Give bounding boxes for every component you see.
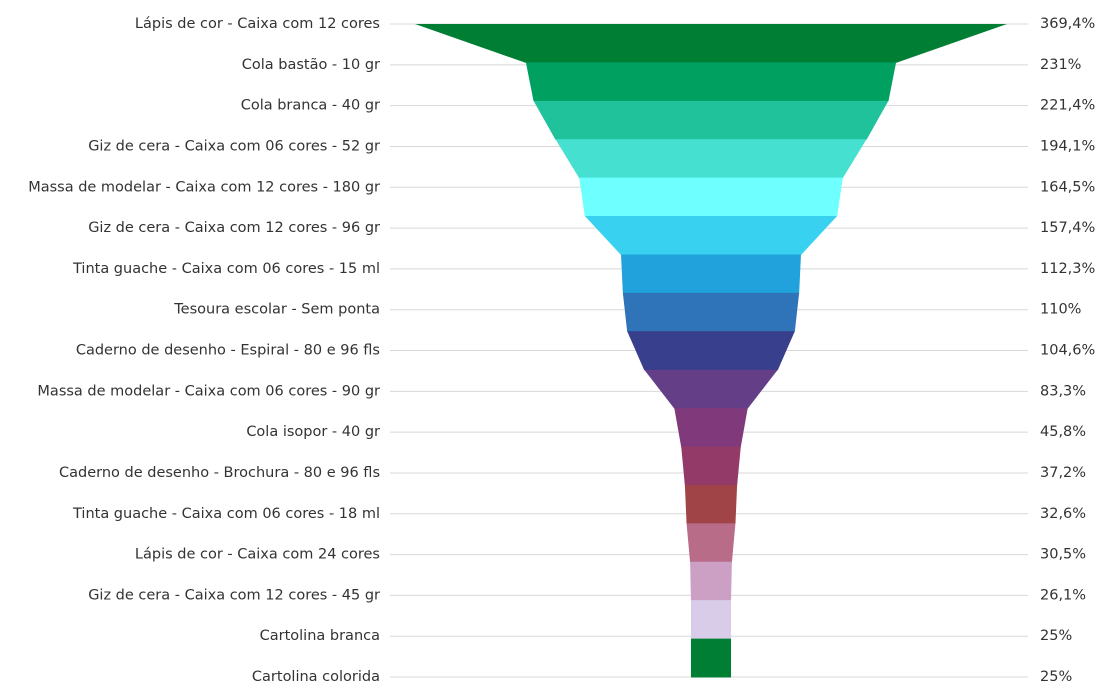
- funnel-segment: [621, 254, 801, 294]
- category-label: Cartolina colorida: [252, 669, 380, 684]
- category-label: Caderno de desenho - Espiral - 80 e 96 f…: [76, 343, 380, 359]
- value-label: 26,1%: [1040, 587, 1086, 603]
- funnel-segment: [627, 331, 795, 371]
- value-label: 231%: [1040, 57, 1081, 73]
- funnel-segment: [674, 408, 748, 448]
- category-label: Cola branca - 40 gr: [241, 98, 380, 114]
- category-label: Cola isopor - 40 gr: [246, 424, 380, 440]
- funnel-segment: [622, 292, 800, 332]
- category-label: Massa de modelar - Caixa com 12 cores - …: [28, 179, 380, 195]
- funnel-segment: [525, 62, 897, 102]
- funnel-segment: [686, 523, 736, 563]
- funnel-segment: [690, 600, 732, 640]
- category-label: Massa de modelar - Caixa com 06 cores - …: [37, 383, 380, 399]
- value-label: 45,8%: [1040, 424, 1086, 440]
- category-label: Cartolina branca: [260, 628, 380, 644]
- funnel-segment: [644, 369, 778, 409]
- category-label: Caderno de desenho - Brochura - 80 e 96 …: [59, 465, 380, 481]
- category-label: Giz de cera - Caixa com 12 cores - 96 gr: [88, 220, 380, 236]
- value-label: 112,3%: [1040, 261, 1095, 277]
- category-label: Giz de cera - Caixa com 12 cores - 45 gr: [88, 587, 380, 603]
- value-label: 194,1%: [1040, 138, 1095, 154]
- funnel-segment: [690, 638, 732, 678]
- value-label: 25%: [1040, 669, 1072, 684]
- funnel-segment: [690, 561, 732, 601]
- category-label: Cola bastão - 10 gr: [242, 57, 380, 73]
- funnel-segment: [555, 139, 867, 179]
- value-label: 221,4%: [1040, 98, 1095, 114]
- value-label: 30,5%: [1040, 547, 1086, 563]
- funnel-segment: [415, 24, 1007, 63]
- category-label: Lápis de cor - Caixa com 12 cores: [135, 16, 380, 32]
- category-label: Tesoura escolar - Sem ponta: [173, 302, 380, 318]
- funnel-segment: [533, 100, 889, 140]
- value-label: 25%: [1040, 628, 1072, 644]
- funnel-segment: [584, 216, 838, 255]
- category-label: Giz de cera - Caixa com 06 cores - 52 gr: [88, 138, 380, 154]
- value-label: 164,5%: [1040, 179, 1095, 195]
- category-label: Tinta guache - Caixa com 06 cores - 18 m…: [72, 506, 380, 522]
- value-label: 37,2%: [1040, 465, 1086, 481]
- value-label: 104,6%: [1040, 343, 1095, 359]
- value-label: 369,4%: [1040, 16, 1095, 32]
- category-label: Lápis de cor - Caixa com 24 cores: [135, 547, 380, 563]
- funnel-segment: [579, 177, 843, 217]
- value-label: 83,3%: [1040, 383, 1086, 399]
- value-label: 157,4%: [1040, 220, 1095, 236]
- funnel-segment: [681, 446, 741, 486]
- value-label: 32,6%: [1040, 506, 1086, 522]
- value-label: 110%: [1040, 302, 1081, 318]
- category-label: Tinta guache - Caixa com 06 cores - 15 m…: [72, 261, 380, 277]
- funnel-segment: [684, 484, 738, 524]
